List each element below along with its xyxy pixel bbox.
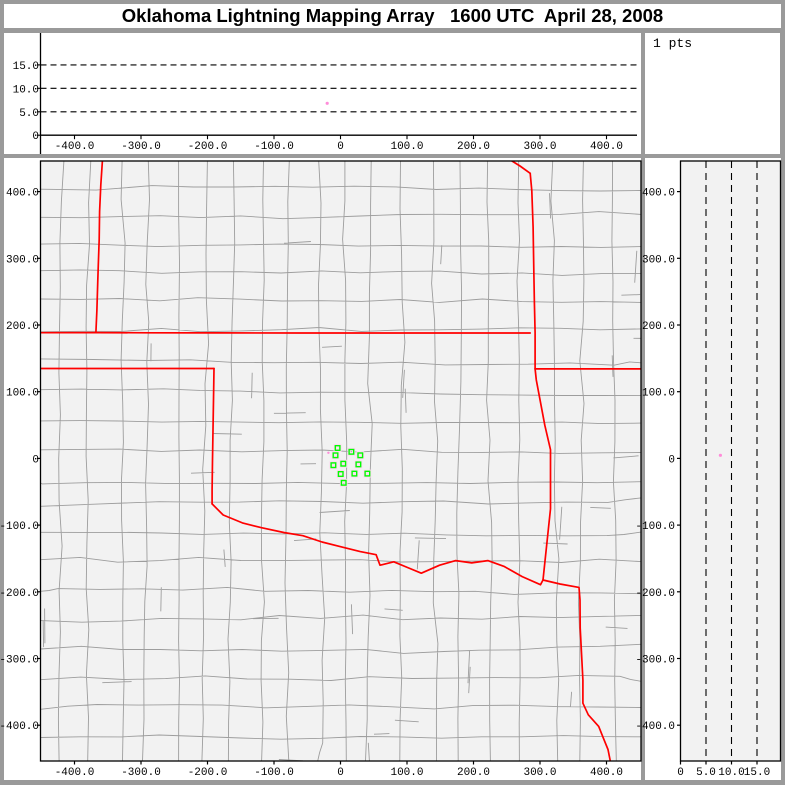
svg-text:0: 0 (677, 767, 684, 779)
svg-text:0: 0 (668, 454, 675, 466)
svg-text:-300.0: -300.0 (635, 655, 675, 667)
svg-text:-200.0: -200.0 (635, 588, 675, 600)
svg-text:200.0: 200.0 (642, 321, 675, 333)
svg-text:-100.0: -100.0 (635, 521, 675, 533)
svg-text:5.0: 5.0 (696, 767, 716, 779)
svg-text:-400.0: -400.0 (635, 721, 675, 733)
svg-text:100.0: 100.0 (642, 388, 675, 400)
svg-text:15.0: 15.0 (744, 767, 770, 779)
svg-text:300.0: 300.0 (642, 254, 675, 266)
svg-text:400.0: 400.0 (642, 188, 675, 200)
svg-text:10.0: 10.0 (718, 767, 744, 779)
